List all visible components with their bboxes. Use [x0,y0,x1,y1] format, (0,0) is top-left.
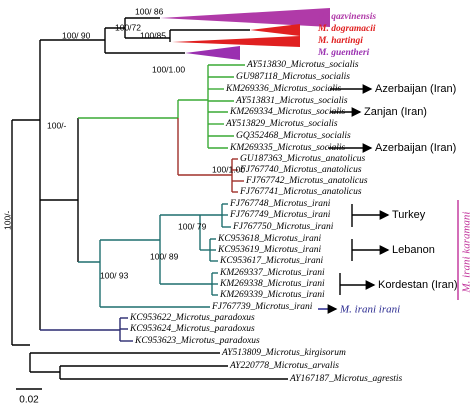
leaf-label: KC953622_Microtus_paradoxus [129,313,255,323]
leaf-label: AY513830_Microtus_socialis [246,60,359,70]
node-support: 100/- [47,120,67,130]
locality-label: Zanjan (Iran) [364,106,427,118]
leaf-label: KM269336_Microtus_socialis [225,84,342,94]
leaf-label: FJ767739_Microtus_irani [211,302,313,312]
clade-label: M. qazvinensis [317,12,376,22]
leaf-label: KC953617_Microtus_irani [219,256,323,266]
leaf-label: KM269339_Microtus_irani [219,290,325,300]
node-support: 100/1.00 [152,64,185,74]
locality-label: Turkey [392,209,426,221]
leaf-label: FJ767750_Microtus_irani [232,222,334,232]
subspecies-label: M. irani karamani [461,212,473,294]
node-support: 100/- [2,210,12,230]
clade-triangle [172,36,300,47]
leaf-label: KM269338_Microtus_irani [219,279,325,289]
clade-label: M. hartingi [317,36,363,46]
leaf-label: AY220778_Microtus_arvalis [229,361,339,371]
locality-label: Kordestan (Iran) [378,279,457,291]
clade-triangle [250,24,300,36]
leaf-label: GU187363_Microtus_anatolicus [240,154,366,164]
clade-triangle [185,46,240,60]
subspecies-label: M. irani irani [339,304,400,316]
scale-label: 0.02 [19,395,39,406]
leaf-label: KM269337_Microtus_irani [219,268,325,278]
leaf-label: FJ767741_Microtus_anatolicus [239,187,362,197]
leaf-label: AY513809_Microtus_kirgisorum [221,348,346,358]
leaf-label: FJ767742_Microtus_anatolicus [245,176,368,186]
node-support: 100/ 86 [135,6,164,16]
leaf-label: KC953619_Microtus_irani [217,245,321,255]
locality-label: Azerbaijan (Iran) [375,83,456,95]
leaf-label: KC953618_Microtus_irani [217,234,321,244]
leaf-label: KC953624_Microtus_paradoxus [129,324,255,334]
node-support: 100/ 90 [62,30,91,40]
leaf-label: FJ767740_Microtus_anatolicus [239,165,362,175]
node-support: 100/72 [115,22,141,32]
leaf-label: KM269335_Microtus_socialis [229,143,346,153]
leaf-label: AY167187_Microtus_agrestis [289,374,403,384]
leaf-label: FJ767748_Microtus_irani [229,199,331,209]
node-support: 100/ 89 [150,251,179,261]
leaf-label: KC953623_Microtus_paradoxus [134,336,260,346]
leaf-label: AY513829_Microtus_socialis [225,119,338,129]
locality-label: Azerbaijan (Iran) [375,142,456,154]
clade-label: M. guentheri [317,48,370,58]
node-support: 100/1.00 [212,164,245,174]
leaf-label: KM269334_Microtus_socialis [229,107,346,117]
clade-triangle [160,8,330,27]
leaf-label: FJ767749_Microtus_irani [229,210,331,220]
leaf-label: GQ352468_Microtus_socialis [236,131,351,141]
leaf-label: AY513831_Microtus_socialis [235,96,348,106]
leaf-label: GU987118_Microtus_socialis [236,72,350,82]
locality-label: Lebanon [392,244,435,256]
node-support: 100/ 93 [100,270,129,280]
node-support: 100/85 [140,30,166,40]
node-support: 100/ 79 [178,221,207,231]
clade-label: M. dogramacii [317,24,376,34]
